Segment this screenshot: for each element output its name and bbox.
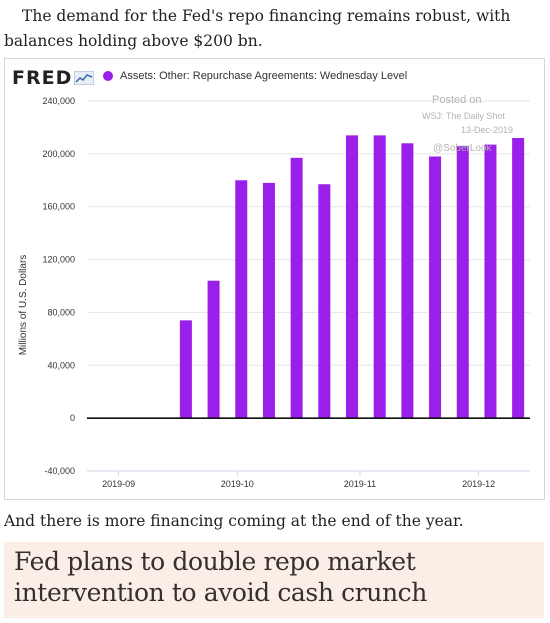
- y-tick-label: 200,000: [42, 149, 75, 159]
- bar[interactable]: [373, 135, 386, 419]
- bars: [179, 135, 525, 419]
- watermark: Posted on WSJ: The Daily Shot 13-Dec-201…: [422, 94, 513, 154]
- x-tick-label: 2019-12: [462, 479, 495, 489]
- fred-logo-text: FRED: [12, 67, 73, 89]
- y-tick-label: 240,000: [42, 96, 75, 106]
- outro-paragraph: And there is more financing coming at th…: [4, 512, 464, 530]
- fred-logo: FRED: [12, 67, 95, 89]
- y-tick-label: -40,000: [44, 466, 75, 476]
- chart-plot: -40,000 0 40,000 80,000 120,000 160,000 200,00…: [18, 94, 530, 489]
- bar[interactable]: [262, 182, 275, 419]
- bar[interactable]: [179, 320, 192, 419]
- y-tick-label: 160,000: [42, 202, 75, 212]
- article-headline-card[interactable]: Fed plans to double repo market interven…: [4, 542, 544, 618]
- chart-legend: Assets: Other: Repurchase Agreements: We…: [103, 70, 407, 82]
- intro-text: The demand for the Fed's repo financing …: [4, 7, 511, 50]
- bar[interactable]: [401, 143, 414, 419]
- watermark-line4: @SoberLook: [433, 143, 493, 154]
- legend-swatch: [103, 71, 113, 81]
- y-tick-labels: -40,000 0 40,000 80,000 120,000 160,000 200,00…: [42, 96, 75, 476]
- y-tick-label: 40,000: [47, 360, 75, 370]
- x-tick-label: 2019-11: [344, 479, 376, 489]
- y-tick-label: 80,000: [47, 307, 75, 317]
- bar[interactable]: [484, 144, 497, 419]
- y-tick-label: 0: [70, 413, 75, 423]
- y-axis-label: Millions of U.S. Dollars: [18, 255, 29, 356]
- article-headline[interactable]: Fed plans to double repo market interven…: [14, 547, 427, 607]
- bar[interactable]: [235, 180, 248, 419]
- watermark-line3: 13-Dec-2019: [461, 125, 513, 135]
- bar[interactable]: [318, 184, 331, 419]
- x-tick-label: 2019-10: [221, 479, 254, 489]
- bar[interactable]: [512, 138, 525, 419]
- watermark-line2: WSJ: The Daily Shot: [422, 111, 505, 121]
- y-tick-label: 120,000: [42, 255, 75, 265]
- bar[interactable]: [456, 145, 469, 419]
- legend-label: Assets: Other: Repurchase Agreements: We…: [120, 70, 408, 82]
- x-tick-label: 2019-09: [102, 479, 135, 489]
- intro-paragraph: The demand for the Fed's repo financing …: [4, 4, 544, 54]
- bar[interactable]: [290, 157, 303, 419]
- bar[interactable]: [207, 280, 220, 419]
- x-tick-labels: 2019-09 2019-10 2019-11 2019-12: [87, 470, 530, 489]
- bar[interactable]: [429, 156, 442, 419]
- fred-chart: FRED Assets: Other: Repurchase Agreement…: [4, 58, 545, 500]
- bar[interactable]: [346, 135, 359, 419]
- watermark-line1: Posted on: [432, 94, 482, 106]
